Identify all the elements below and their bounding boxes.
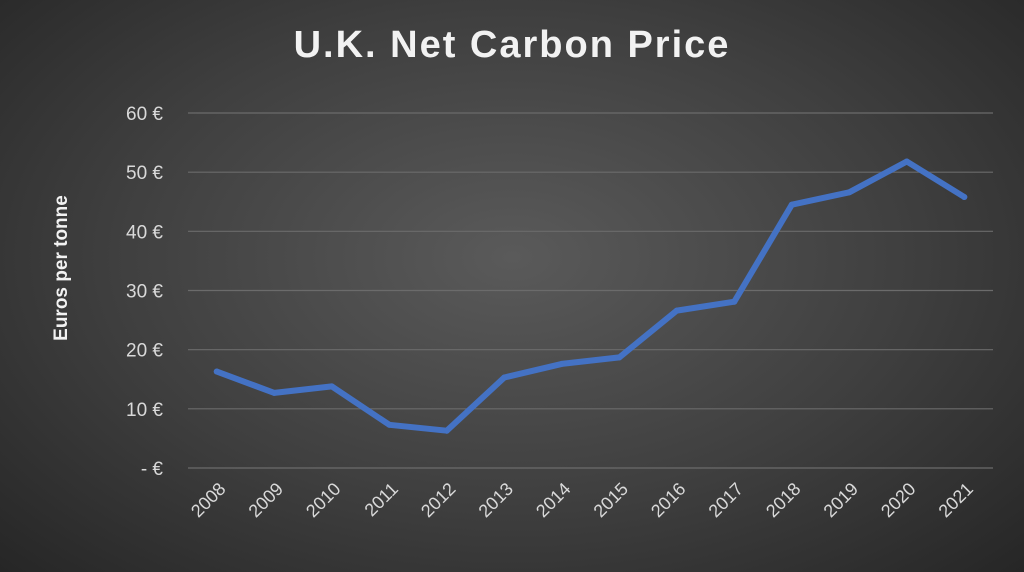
y-tick-label: 10 € (126, 400, 163, 421)
data-point (616, 354, 623, 361)
x-tick-label: 2017 (705, 479, 747, 521)
series-layer (213, 158, 968, 434)
data-point (386, 421, 393, 428)
data-point (271, 389, 278, 396)
data-point (788, 201, 795, 208)
data-point (213, 368, 220, 375)
y-tick-labels: - € 10 € 20 € 30 € 40 € 50 € 60 € (126, 104, 163, 480)
y-axis-label: Euros per tonne (51, 195, 72, 341)
data-point (903, 158, 910, 165)
y-tick-label: 60 € (126, 104, 163, 125)
series-line (213, 158, 968, 434)
x-tick-label: 2015 (590, 479, 632, 521)
x-tick-label: 2013 (475, 479, 517, 521)
data-point (558, 360, 565, 367)
y-tick-label: 30 € (126, 282, 163, 303)
x-tick-label: 2011 (361, 479, 403, 521)
x-tick-label: 2014 (532, 479, 574, 521)
x-tick-label: 2019 (820, 479, 862, 521)
x-tick-label: 2021 (935, 479, 977, 521)
y-tick-label: 50 € (126, 163, 163, 184)
x-tick-label: 2009 (245, 479, 287, 521)
x-tick-label: 2018 (762, 479, 804, 521)
x-tick-label: 2016 (647, 479, 689, 521)
x-tick-label: 2020 (877, 479, 919, 521)
y-tick-label: - € (141, 459, 164, 480)
data-point (846, 189, 853, 196)
chart-title: U.K. Net Carbon Price (293, 24, 731, 66)
gridlines (188, 112, 993, 469)
data-point (328, 383, 335, 390)
data-point (961, 194, 968, 201)
data-point (501, 374, 508, 381)
x-tick-labels: 2008 2009 2010 2011 2012 2013 2014 2015 2016 2017… (187, 479, 977, 521)
y-tick-label: 20 € (126, 341, 163, 362)
data-point (731, 298, 738, 305)
data-point (673, 307, 680, 314)
y-tick-label: 40 € (126, 222, 163, 243)
data-point (443, 427, 450, 434)
x-tick-label: 2008 (187, 479, 229, 521)
x-tick-label: 2010 (302, 479, 344, 521)
x-tick-label: 2012 (417, 479, 459, 521)
